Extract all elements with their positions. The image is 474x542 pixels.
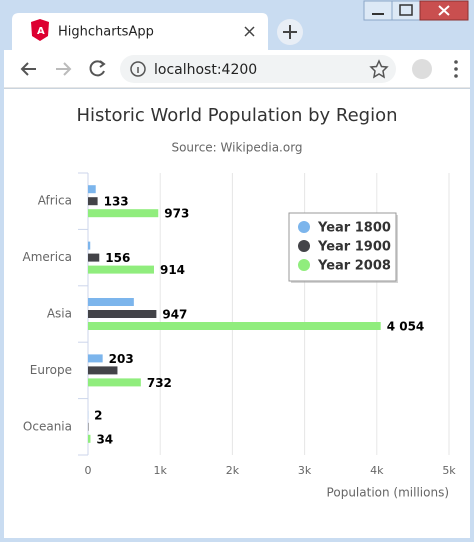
data-label: 34 bbox=[96, 432, 113, 446]
y-tick-label: America bbox=[23, 250, 73, 264]
new-tab-icon bbox=[283, 25, 297, 39]
legend: Year 1800 Year 1900 Year 2008 bbox=[288, 212, 398, 283]
chart-subtitle: Source: Wikipedia.org bbox=[171, 141, 302, 155]
data-label: 973 bbox=[164, 207, 189, 221]
x-tick-label: 0 bbox=[85, 464, 92, 477]
legend-label[interactable]: Year 2008 bbox=[317, 259, 391, 274]
legend-symbol bbox=[298, 221, 310, 233]
tab-icon-letter: A bbox=[37, 26, 45, 37]
bar bbox=[88, 241, 91, 250]
forward-button[interactable] bbox=[56, 62, 72, 76]
back-button[interactable] bbox=[20, 62, 36, 76]
bar bbox=[88, 366, 118, 375]
data-label: 133 bbox=[104, 195, 129, 209]
reload-arrow bbox=[99, 60, 106, 68]
y-tick-label: Oceania bbox=[23, 419, 72, 433]
chart-title: Historic World Population by Region bbox=[76, 105, 397, 126]
address-bar[interactable] bbox=[120, 55, 396, 83]
bar bbox=[88, 298, 134, 306]
menu-button[interactable] bbox=[454, 60, 458, 78]
x-tick-label: 1k bbox=[154, 464, 168, 477]
bar bbox=[88, 265, 154, 274]
data-label: 203 bbox=[109, 352, 134, 366]
legend-label[interactable]: Year 1800 bbox=[317, 221, 391, 236]
data-label: 914 bbox=[160, 263, 185, 277]
tab-icon bbox=[31, 19, 49, 41]
reload-button[interactable] bbox=[89, 60, 105, 77]
window-controls bbox=[363, 0, 469, 21]
tab-title: HighchartsApp bbox=[58, 25, 154, 40]
legend-symbol bbox=[298, 259, 310, 271]
y-tick-label: Africa bbox=[38, 194, 72, 208]
url: localhost:4200 bbox=[154, 62, 257, 78]
bar bbox=[88, 322, 381, 330]
x-tick-label: 2k bbox=[226, 464, 240, 477]
y-tick-label: Europe bbox=[30, 363, 72, 377]
bookmark-star[interactable] bbox=[369, 59, 389, 79]
x-tick-label: 4k bbox=[370, 464, 384, 477]
bar bbox=[88, 197, 98, 206]
tab-close[interactable] bbox=[244, 26, 255, 37]
profile-button[interactable] bbox=[412, 59, 432, 79]
page-content bbox=[4, 89, 470, 538]
data-label: 732 bbox=[147, 376, 172, 390]
data-label: 2 bbox=[94, 408, 102, 422]
x-tick-label: 3k bbox=[298, 464, 312, 477]
bar bbox=[88, 354, 103, 363]
legend-symbol bbox=[298, 240, 310, 252]
legend-label[interactable]: Year 1900 bbox=[317, 240, 391, 255]
x-tick-label: 5k bbox=[442, 464, 456, 477]
bar bbox=[88, 310, 157, 318]
chart: Historic World Population by Region Sour… bbox=[23, 105, 457, 500]
bar bbox=[88, 378, 141, 387]
data-label: 947 bbox=[162, 308, 187, 322]
y-tick-label: Asia bbox=[47, 307, 72, 321]
bar bbox=[88, 185, 96, 194]
bar bbox=[88, 209, 159, 218]
bar bbox=[88, 434, 91, 443]
bar bbox=[88, 253, 100, 262]
data-label: 156 bbox=[105, 251, 130, 265]
x-axis-title: Population (millions) bbox=[327, 486, 449, 500]
site-info-icon[interactable] bbox=[130, 61, 146, 77]
data-label: 4 054 bbox=[387, 320, 425, 334]
active-tab[interactable] bbox=[12, 13, 268, 50]
